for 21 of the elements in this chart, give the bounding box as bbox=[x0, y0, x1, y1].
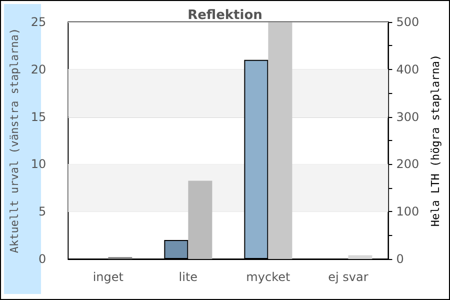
y2-tick-label: 400 bbox=[396, 62, 420, 76]
y-tick-label: 5 bbox=[38, 204, 46, 219]
y-tick-label: 25 bbox=[30, 15, 46, 29]
y2-tick-label: 100 bbox=[396, 204, 420, 219]
y2-tick-label: 500 bbox=[396, 15, 420, 29]
bar bbox=[348, 255, 372, 259]
y2-tick-label: 200 bbox=[396, 157, 420, 172]
bar bbox=[188, 180, 212, 259]
x-tick-label: lite bbox=[178, 270, 198, 284]
y2-tick-label: 300 bbox=[396, 110, 420, 124]
y2-axis-title: Hela LTH (högra staplarna) bbox=[429, 54, 442, 227]
y-tick-label: 0 bbox=[38, 252, 46, 266]
y-axis-title: Aktuellt urval (vänstra staplarna) bbox=[8, 28, 21, 254]
x-tick-label: ej svar bbox=[328, 270, 368, 284]
x-tick-label: mycket bbox=[246, 270, 290, 284]
y-tick-label: 15 bbox=[30, 110, 46, 124]
y-tick-label: 20 bbox=[30, 62, 46, 76]
y-tick-label: 10 bbox=[30, 157, 46, 172]
x-tick-label: inget bbox=[92, 270, 124, 284]
y2-tick-label: 0 bbox=[396, 252, 404, 266]
chart-title: Reflektion bbox=[188, 8, 262, 23]
